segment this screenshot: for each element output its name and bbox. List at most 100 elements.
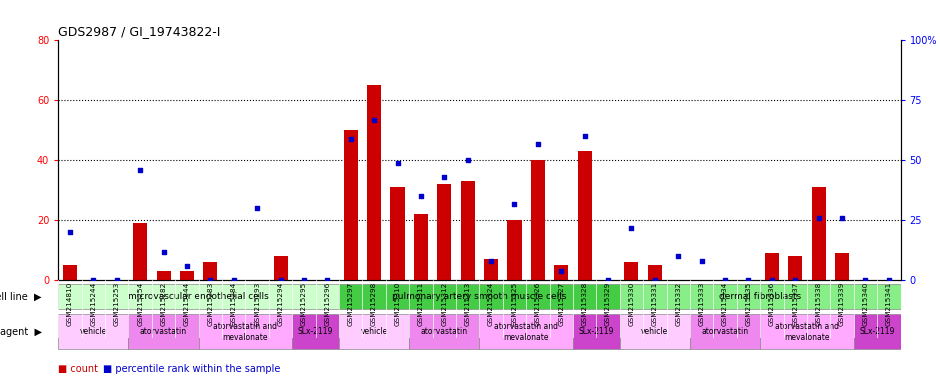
Bar [508,220,522,280]
Bar [274,257,288,280]
Text: GSM215253: GSM215253 [114,282,119,326]
Text: GSM214810: GSM214810 [67,282,73,326]
Point [343,136,358,142]
Point [86,277,101,283]
Bar [292,314,339,349]
Point [296,277,311,283]
Point [414,193,429,199]
Bar [624,262,638,280]
Text: GSM215340: GSM215340 [862,282,869,326]
Bar [835,253,849,280]
Text: GSM215296: GSM215296 [324,282,330,326]
Bar [854,314,901,349]
Point [133,167,148,173]
Bar [414,214,428,280]
Bar [390,187,404,280]
Text: vehicle: vehicle [361,328,387,336]
Text: SLx-2119: SLx-2119 [579,328,614,336]
Point [694,258,709,264]
Bar [63,265,77,280]
Point [882,277,897,283]
Text: GDS2987 / GI_19743822-I: GDS2987 / GI_19743822-I [58,25,221,38]
Bar [811,187,825,280]
Point [741,277,756,283]
Bar [479,314,573,349]
Point [180,263,195,269]
Text: GSM215338: GSM215338 [816,282,822,326]
Bar [368,85,381,280]
Text: GSM215332: GSM215332 [675,282,682,326]
Text: ■ count: ■ count [58,364,99,374]
Text: GSM215311: GSM215311 [418,282,424,326]
Text: GSM215295: GSM215295 [301,282,307,326]
Point [858,277,873,283]
Bar [133,223,148,280]
Text: GSM215339: GSM215339 [839,282,845,326]
Bar [344,130,358,280]
Text: vehicle: vehicle [80,328,107,336]
Point [273,277,288,283]
Text: GSM215324: GSM215324 [488,282,494,326]
Text: GSM215344: GSM215344 [184,282,190,326]
Point [671,253,686,260]
Point [624,224,639,230]
Text: dermal fibroblasts: dermal fibroblasts [719,292,801,301]
Text: GSM215329: GSM215329 [605,282,611,326]
Point [507,200,522,207]
Bar [157,271,170,280]
Bar [619,314,690,349]
Text: atorvastatin and
mevalonate: atorvastatin and mevalonate [213,322,277,342]
Point [390,160,405,166]
Text: GSM215282: GSM215282 [161,282,166,326]
Point [648,277,663,283]
Point [835,215,850,221]
Text: atorvastatin: atorvastatin [140,328,187,336]
Point [367,116,382,122]
Text: GSM215244: GSM215244 [90,282,97,326]
Point [601,277,616,283]
Text: GSM215331: GSM215331 [651,282,658,326]
Text: GSM215333: GSM215333 [698,282,705,326]
Bar [58,284,339,309]
Text: GSM215327: GSM215327 [558,282,564,326]
Point [320,277,335,283]
Text: vehicle: vehicle [641,328,668,336]
Bar [339,314,409,349]
Point [717,277,732,283]
Text: SLx-2119: SLx-2119 [298,328,334,336]
Bar [690,314,760,349]
Text: GSM215297: GSM215297 [348,282,353,326]
Text: GSM215330: GSM215330 [629,282,634,326]
Text: pulmonary artery smooth muscle cells: pulmonary artery smooth muscle cells [392,292,567,301]
Point [554,268,569,274]
Bar [437,184,451,280]
Bar [765,253,779,280]
Bar [531,161,545,280]
Bar [58,314,129,349]
Text: agent  ▶: agent ▶ [0,327,42,337]
Point [461,157,476,164]
Point [203,277,218,283]
Point [483,258,498,264]
Bar [648,265,662,280]
Point [437,174,452,180]
Bar [619,284,901,309]
Bar [198,314,292,349]
Text: ■ percentile rank within the sample: ■ percentile rank within the sample [103,364,281,374]
Bar [203,262,217,280]
Text: GSM215334: GSM215334 [722,282,728,326]
Point [764,277,779,283]
Text: atorvastatin and
mevalonate: atorvastatin and mevalonate [494,322,558,342]
Bar [573,314,619,349]
Bar [555,265,569,280]
Point [811,215,826,221]
Text: GSM215313: GSM215313 [464,282,471,326]
Text: atorvastatin: atorvastatin [701,328,748,336]
Text: GSM215326: GSM215326 [535,282,540,326]
Point [227,277,242,283]
Point [577,133,592,139]
Text: GSM215254: GSM215254 [137,282,143,326]
Text: GSM215337: GSM215337 [792,282,798,326]
Text: GSM215284: GSM215284 [230,282,237,326]
Text: GSM215283: GSM215283 [208,282,213,326]
